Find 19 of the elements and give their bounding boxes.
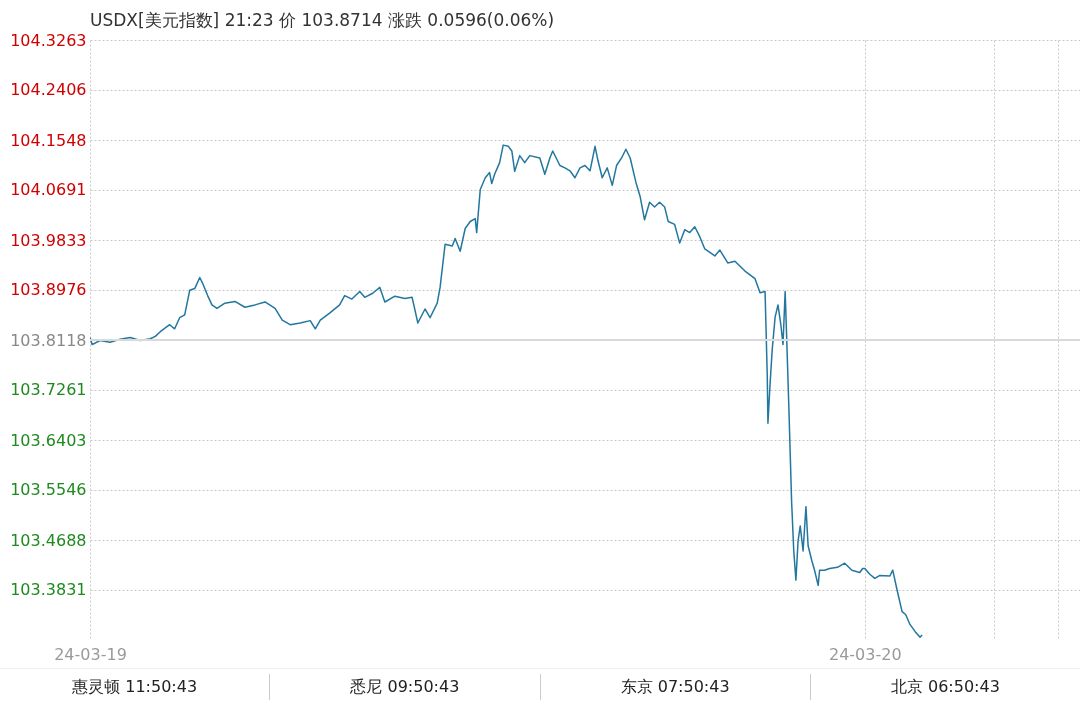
y-tick-label: 104.3263 bbox=[10, 30, 87, 50]
y-tick-label: 104.0691 bbox=[10, 180, 87, 200]
y-tick-label: 103.8118 bbox=[10, 330, 87, 350]
chart-title: USDX[美元指数] 21:23 价 103.8714 涨跌 0.0596(0.06%) bbox=[90, 10, 555, 30]
y-tick-label: 103.7261 bbox=[10, 380, 87, 400]
y-tick-label: 103.3831 bbox=[10, 580, 87, 600]
y-tick-label: 103.4688 bbox=[10, 530, 87, 550]
x-tick-label: 24-03-20 bbox=[828, 644, 902, 664]
y-tick-label: 104.1548 bbox=[10, 130, 87, 150]
y-tick-label: 103.8976 bbox=[10, 280, 87, 300]
y-tick-label: 103.5546 bbox=[10, 480, 87, 500]
text: 惠灵顿 11:50:43 bbox=[71, 676, 199, 698]
text: 悉尼 09:50:43 bbox=[269, 674, 540, 700]
y-tick-label: 103.9833 bbox=[10, 230, 87, 250]
text: 北京 06:50:43 bbox=[809, 674, 1080, 700]
y-tick-label: 103.6403 bbox=[10, 430, 87, 450]
x-tick-label: 24-03-19 bbox=[54, 644, 127, 664]
y-tick-label: 104.2406 bbox=[10, 80, 87, 100]
text: 东京 07:50:43 bbox=[539, 674, 810, 700]
